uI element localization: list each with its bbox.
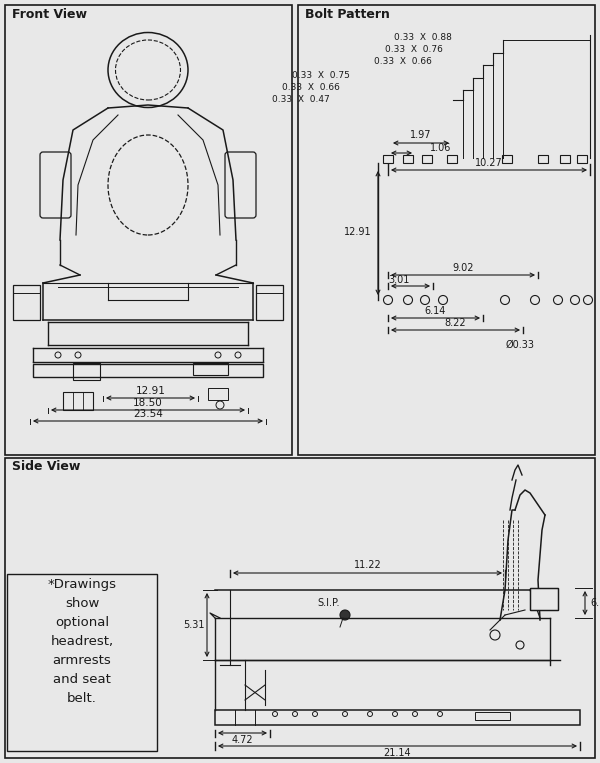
Bar [538,155,548,163]
Bar [530,588,558,610]
Bar [383,155,393,163]
Text: S.I.P.: S.I.P. [317,598,340,608]
Text: *Drawings
show
optional
headrest,
armrests
and seat
belt.: *Drawings show optional headrest, armres… [47,578,116,705]
Text: 0.33  X  0.75: 0.33 X 0.75 [292,70,350,79]
Bar [193,363,228,375]
Text: 0.33  X  0.47: 0.33 X 0.47 [272,95,330,105]
Bar [560,155,570,163]
Bar [5,458,595,758]
Bar [422,155,432,163]
Text: 1.97: 1.97 [410,130,432,140]
Bar [33,364,263,377]
Bar [73,363,100,380]
Text: 23.54: 23.54 [133,409,163,419]
Bar [215,710,580,725]
Text: 11.22: 11.22 [353,560,382,570]
Text: 3.01: 3.01 [388,275,409,285]
Text: 0.33  X  0.66: 0.33 X 0.66 [374,57,432,66]
Bar [63,392,93,410]
Bar [447,155,457,163]
Text: 21.14: 21.14 [383,748,412,758]
Bar [475,712,510,720]
Text: 4.72: 4.72 [232,735,253,745]
Bar [208,388,228,400]
Bar [403,155,413,163]
Text: 5.31: 5.31 [184,620,205,630]
Bar [577,155,587,163]
Bar [13,285,40,320]
Text: Front View: Front View [12,8,87,21]
Text: 0.33  X  0.66: 0.33 X 0.66 [282,83,340,92]
Text: 12.91: 12.91 [136,386,166,396]
Text: 0.33  X  0.88: 0.33 X 0.88 [394,33,452,41]
Text: 0.33  X  0.76: 0.33 X 0.76 [385,46,443,54]
Text: Side View: Side View [12,459,80,472]
Bar [5,5,292,455]
Text: 18.50: 18.50 [133,398,163,408]
Text: 8.22: 8.22 [444,318,466,328]
Bar [256,285,283,320]
Text: 9.02: 9.02 [452,263,474,273]
Text: 1.06: 1.06 [430,143,451,153]
Bar [298,5,595,455]
Text: 10.27: 10.27 [475,158,503,168]
Text: Ø0.33: Ø0.33 [505,340,535,350]
FancyBboxPatch shape [7,574,157,751]
Bar [530,588,558,610]
Text: Bolt Pattern: Bolt Pattern [305,8,390,21]
Bar [502,155,512,163]
Text: 6.14: 6.14 [424,306,446,316]
Text: 12.91: 12.91 [344,227,372,237]
Text: 6.18: 6.18 [590,598,600,608]
Circle shape [340,610,350,620]
